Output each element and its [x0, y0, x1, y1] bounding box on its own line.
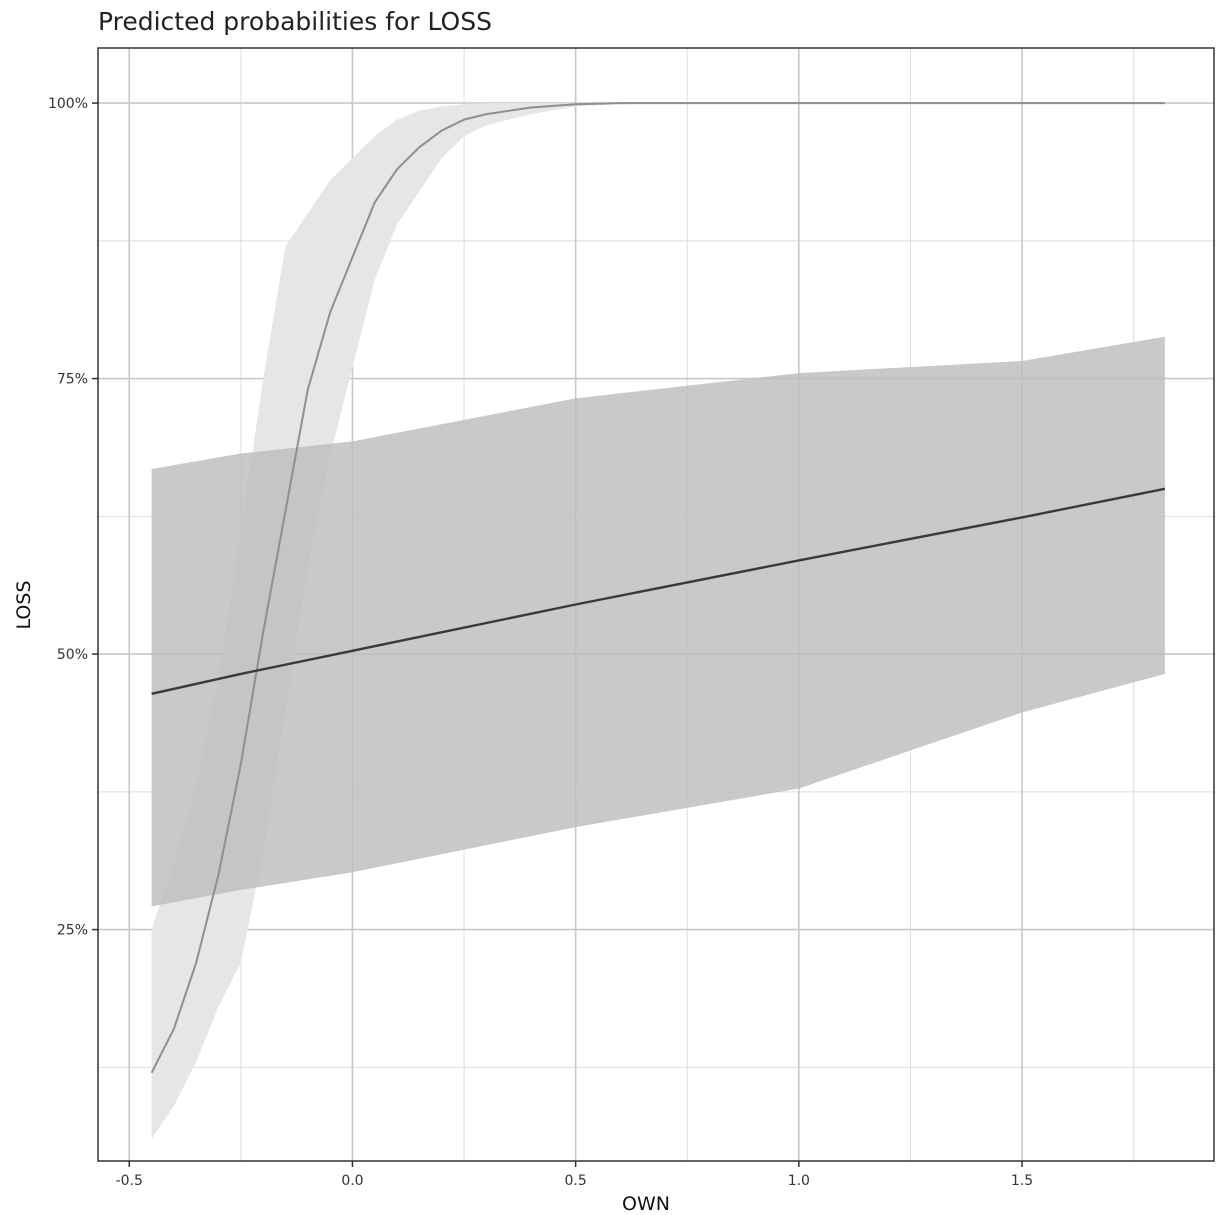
x-tick-label: 0.5 — [565, 1173, 587, 1189]
series-lines — [150, 102, 1166, 1074]
y-tick-label: 100% — [48, 96, 88, 112]
panel-border — [97, 47, 1215, 1162]
y-tick-label: 75% — [57, 372, 88, 388]
series-2-line — [151, 487, 1166, 695]
chart-title: Predicted probabilities for LOSS — [98, 7, 492, 36]
confidence-bands — [151, 103, 1165, 1140]
x-tick-label: 1.5 — [1011, 1173, 1033, 1189]
y-tick-label: 50% — [57, 647, 88, 663]
x-axis-title: OWN — [622, 1193, 670, 1215]
x-tick-label: -0.5 — [116, 1173, 143, 1189]
series-2-confidence-band — [151, 336, 1165, 907]
x-axis-ticks: -0.5 0.0 0.5 1.0 1.5 — [116, 1161, 1033, 1189]
y-tick-label: 25% — [57, 923, 88, 939]
x-tick-label: 1.0 — [788, 1173, 810, 1189]
series-1-line — [150, 102, 1165, 1074]
y-axis-title: LOSS — [13, 581, 35, 630]
x-tick-label: 0.0 — [341, 1173, 363, 1189]
y-axis-ticks: 25% 50% 75% 100% — [48, 96, 98, 939]
